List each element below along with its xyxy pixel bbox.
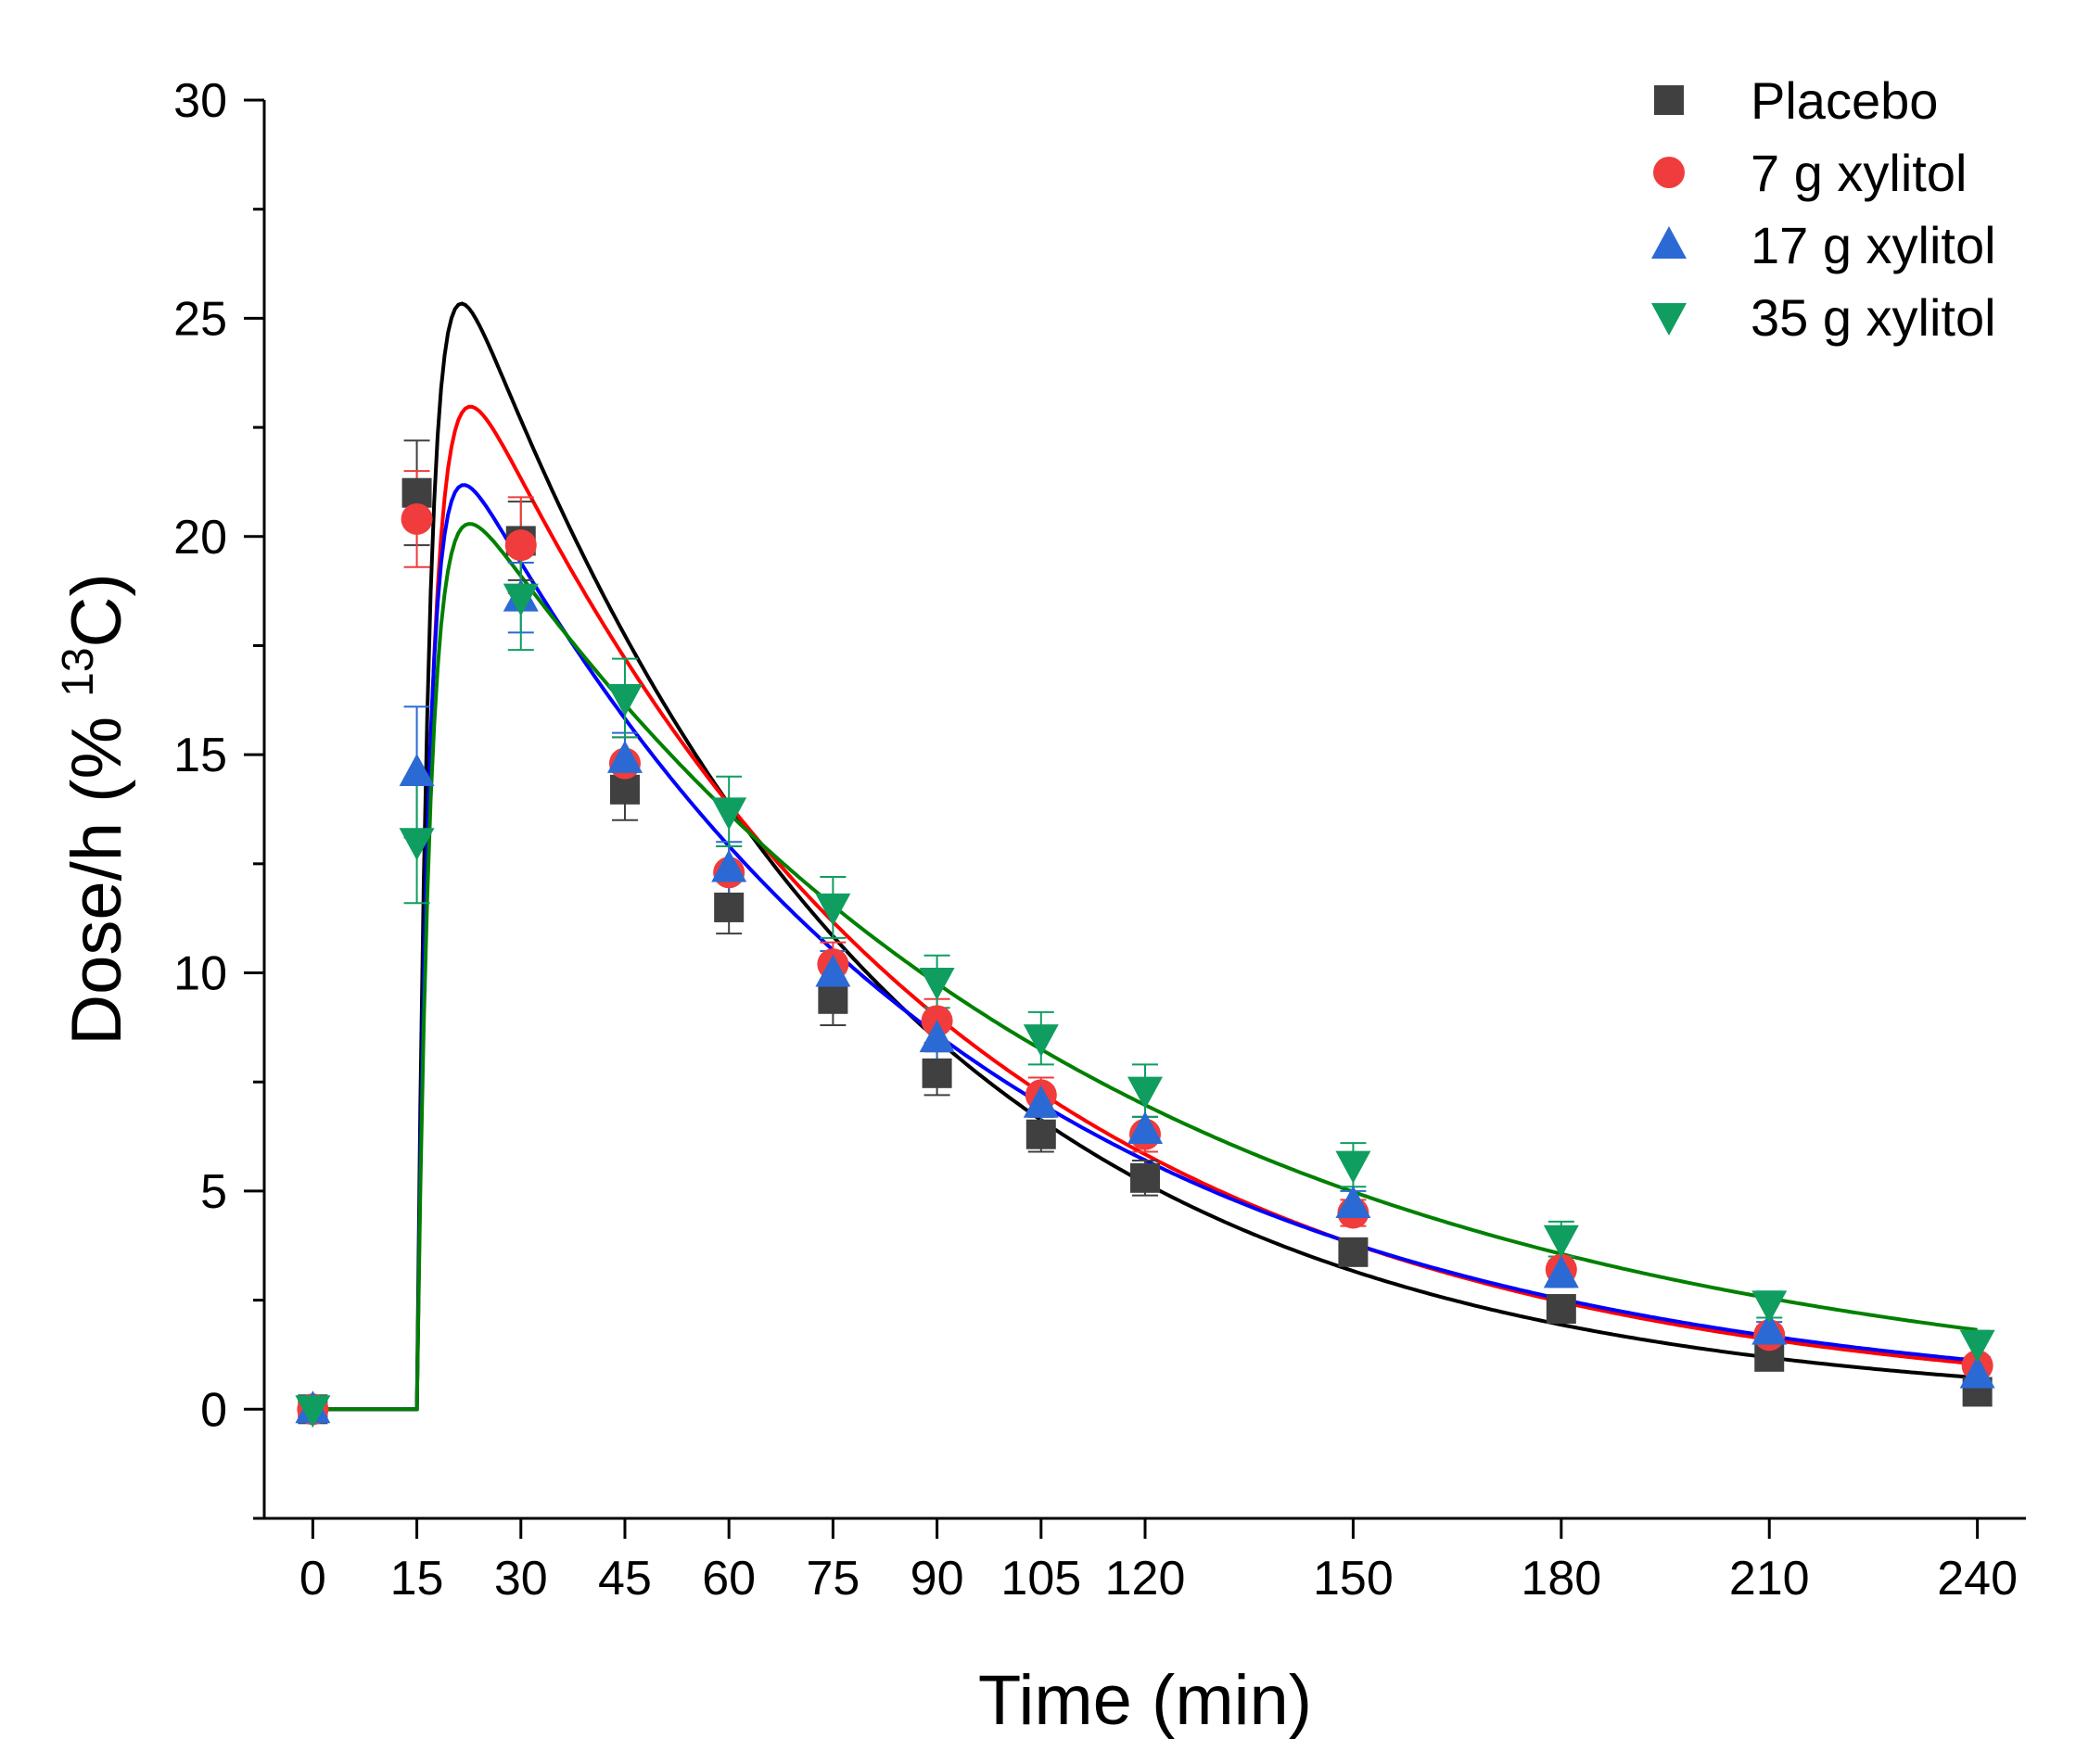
legend-label: 35 g xylitol — [1751, 288, 1996, 347]
data-point — [1543, 1255, 1579, 1288]
fit-curve — [312, 404, 1978, 1412]
legend-label: Placebo — [1751, 71, 1938, 130]
data-point — [606, 683, 643, 717]
data-point — [1335, 1186, 1371, 1219]
x-tick-label: 45 — [598, 1552, 652, 1605]
y-tick-label: 30 — [173, 74, 227, 128]
x-axis-title: Time (min) — [978, 1661, 1312, 1740]
fit-curves — [312, 301, 1978, 1412]
data-point — [1127, 1111, 1163, 1145]
x-tick-label: 90 — [911, 1552, 964, 1605]
data-point — [606, 740, 643, 773]
data-point — [503, 583, 539, 616]
data-point — [711, 849, 747, 882]
data-point — [399, 828, 435, 861]
data-point — [399, 753, 435, 786]
data-point — [609, 774, 640, 805]
data-point — [1335, 1150, 1371, 1184]
data-point — [714, 892, 745, 922]
data-point — [1130, 1162, 1160, 1193]
x-tick-label: 15 — [390, 1552, 444, 1605]
data-point — [1546, 1294, 1576, 1325]
legend: Placebo 7 g xylitol 17 g xylitol 35 g xylit… — [1651, 71, 1996, 347]
ticks: 0 5 10 15 20 25 30 0 15 30 45 60 75 90 105 120 150 180 210… — [173, 74, 2018, 1605]
y-axis-title-superscript: 13 — [54, 647, 103, 696]
x-tick-label: 240 — [1937, 1552, 2018, 1605]
data-point — [504, 529, 537, 562]
y-tick-label: 15 — [173, 729, 227, 782]
data-point — [815, 893, 851, 926]
data-point — [1959, 1355, 1995, 1389]
data-point — [401, 477, 432, 508]
legend-marker — [1654, 85, 1684, 115]
data-point — [295, 1395, 331, 1428]
x-tick-label: 0 — [299, 1552, 326, 1605]
data-markers — [295, 477, 1995, 1428]
x-tick-label: 60 — [702, 1552, 756, 1605]
data-point — [815, 954, 851, 987]
error-bars — [403, 439, 1991, 1402]
data-point — [1543, 1225, 1579, 1258]
data-point — [1751, 1290, 1788, 1324]
legend-label: 17 g xylitol — [1751, 216, 1996, 274]
data-point — [818, 984, 848, 1014]
y-tick-label: 5 — [200, 1165, 227, 1219]
fit-curve — [312, 483, 1978, 1412]
x-tick-label: 210 — [1729, 1552, 1810, 1605]
data-point — [922, 1058, 952, 1088]
data-point — [1023, 1024, 1059, 1058]
legend-marker — [1651, 303, 1687, 336]
data-point — [1023, 1085, 1059, 1118]
data-point — [1338, 1237, 1369, 1267]
y-tick-label: 25 — [173, 292, 227, 346]
fit-curve — [312, 301, 1978, 1412]
x-tick-label: 30 — [494, 1552, 548, 1605]
data-point — [401, 502, 433, 535]
x-tick-label: 105 — [1000, 1552, 1081, 1605]
data-point — [919, 967, 955, 1000]
fit-curve — [312, 522, 1978, 1412]
data-point — [1127, 1076, 1163, 1110]
x-tick-label: 75 — [806, 1552, 860, 1605]
y-tick-label: 10 — [173, 947, 227, 1001]
x-tick-label: 180 — [1521, 1552, 1601, 1605]
legend-marker — [1653, 157, 1685, 188]
x-tick-label: 120 — [1105, 1552, 1186, 1605]
y-axis-title-main: Dose/h (% — [57, 697, 136, 1046]
data-point — [711, 797, 747, 831]
legend-label: 7 g xylitol — [1751, 144, 1967, 202]
data-point — [1959, 1329, 1995, 1363]
legend-marker — [1651, 226, 1687, 259]
data-point — [1025, 1119, 1056, 1149]
data-point — [1751, 1312, 1788, 1345]
data-point — [919, 1020, 955, 1053]
y-tick-label: 0 — [200, 1383, 227, 1437]
x-tick-label: 150 — [1313, 1552, 1394, 1605]
y-axis-title: Dose/h (% 13C) — [54, 573, 136, 1046]
y-axis-title-end: C) — [57, 573, 136, 647]
y-tick-label: 20 — [173, 511, 227, 565]
